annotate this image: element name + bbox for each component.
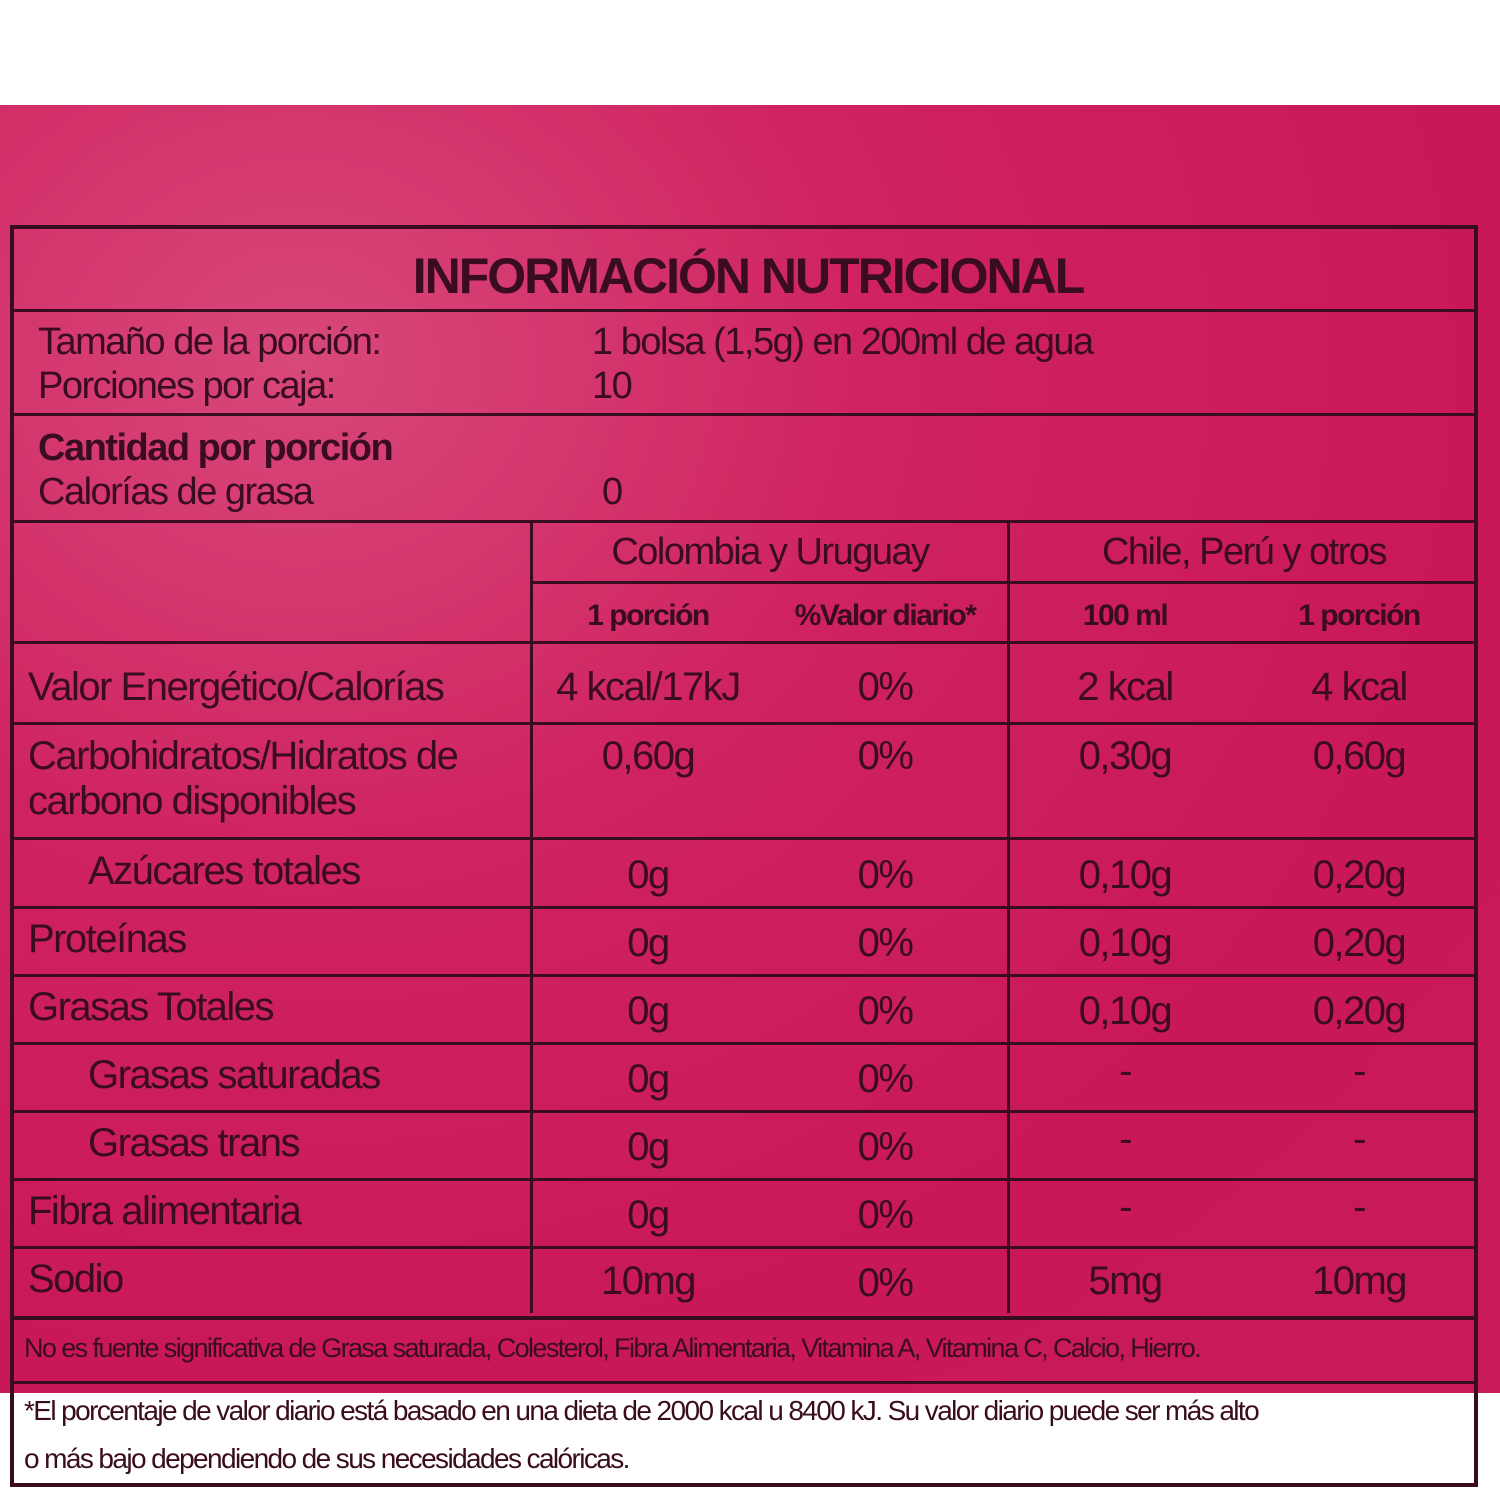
cell: 0g <box>627 989 670 1033</box>
cell: 0% <box>857 921 914 965</box>
cell: 0,60g <box>1312 734 1407 778</box>
cell: - <box>1119 1049 1132 1093</box>
cell: 10mg <box>1311 1259 1408 1303</box>
cell: 0g <box>627 921 670 965</box>
region-colombia-uruguay: Colombia y Uruguay <box>611 531 930 573</box>
region-chile-peru: Chile, Perú y otros <box>1101 531 1388 573</box>
nutrition-label-panel: INFORMACIÓN NUTRICIONAL Tamaño de la por… <box>0 105 1500 1487</box>
cell: 0,20g <box>1312 853 1407 897</box>
footnote-daily-value-line1: *El porcentaje de valor diario está basa… <box>24 1395 1260 1426</box>
cell: 0% <box>857 989 914 1033</box>
divider <box>14 974 1474 977</box>
cell: - <box>1353 1117 1366 1161</box>
cell: 10mg <box>600 1259 697 1303</box>
col-header: 100 ml <box>1082 599 1169 632</box>
cell: 0,30g <box>1078 734 1173 778</box>
nutrient-name: Grasas saturadas <box>88 1053 381 1097</box>
fat-calories-label: Calorías de grasa <box>38 471 314 513</box>
cell: 4 kcal <box>1311 665 1408 709</box>
cell: 4 kcal/17kJ <box>556 665 741 709</box>
footnote-not-significant: No es fuente significativa de Grasa satu… <box>24 1333 1202 1363</box>
nutrient-name: Proteínas <box>28 917 187 961</box>
cell: 0% <box>857 853 914 897</box>
divider <box>14 641 1474 644</box>
column-divider <box>1007 520 1010 1313</box>
cell: 0,10g <box>1078 853 1173 897</box>
cell: 0% <box>857 1193 914 1237</box>
nutrient-name: Grasas Totales <box>28 985 275 1029</box>
serving-size-value: 1 bolsa (1,5g) en 200ml de agua <box>592 321 1094 363</box>
divider <box>14 1042 1474 1045</box>
nutrient-name: Azúcares totales <box>88 849 361 893</box>
divider <box>14 906 1474 909</box>
cell: 0,10g <box>1078 989 1173 1033</box>
cell: 0g <box>627 853 670 897</box>
amount-heading: Cantidad por porción <box>38 427 394 469</box>
column-divider <box>530 520 533 1313</box>
divider <box>14 837 1474 840</box>
divider <box>14 1246 1474 1249</box>
cell: 0% <box>857 1057 914 1101</box>
cell: 0g <box>627 1057 670 1101</box>
nutrient-name: Valor Energético/Calorías <box>28 665 445 709</box>
divider <box>14 1110 1474 1113</box>
divider <box>14 1381 1474 1384</box>
nutrient-name: Grasas trans <box>88 1121 300 1165</box>
serving-size-label: Tamaño de la porción: <box>38 321 382 363</box>
col-header: 1 porción <box>1298 599 1421 632</box>
cell: 0% <box>857 734 914 778</box>
col-header: 1 porción <box>587 599 710 632</box>
cell: - <box>1353 1049 1366 1093</box>
divider <box>14 1316 1474 1320</box>
divider <box>14 520 1474 523</box>
cell: 0,60g <box>601 734 696 778</box>
fat-calories-value: 0 <box>602 471 623 513</box>
servings-per-box-label: Porciones por caja: <box>38 365 336 407</box>
cell: - <box>1353 1185 1366 1229</box>
divider <box>530 581 1474 584</box>
cell: 2 kcal <box>1077 665 1174 709</box>
cell: 0g <box>627 1125 670 1169</box>
servings-per-box-value: 10 <box>592 365 633 407</box>
cell: - <box>1119 1185 1132 1229</box>
nutrient-name: Carbohidratos/Hidratos de <box>28 734 459 778</box>
cell: 0,20g <box>1312 989 1407 1033</box>
cell: 0,10g <box>1078 921 1173 965</box>
cell: 0% <box>857 1261 914 1305</box>
divider <box>14 309 1474 312</box>
cell: 0% <box>857 1125 914 1169</box>
nutrition-table: INFORMACIÓN NUTRICIONAL Tamaño de la por… <box>10 225 1478 1487</box>
cell: 0g <box>627 1193 670 1237</box>
cell: 0,20g <box>1312 921 1407 965</box>
cell: - <box>1119 1117 1132 1161</box>
nutrient-name: Sodio <box>28 1257 124 1301</box>
divider <box>14 722 1474 725</box>
cell: 5mg <box>1088 1259 1163 1303</box>
cell: 0% <box>857 665 914 709</box>
label-title: INFORMACIÓN NUTRICIONAL <box>412 248 1086 304</box>
footnote-daily-value-line2: o más bajo dependiendo de sus necesidade… <box>24 1443 630 1474</box>
divider <box>14 1178 1474 1181</box>
nutrient-name-cont: carbono disponibles <box>28 779 357 823</box>
col-header: %Valor diario* <box>794 599 977 632</box>
divider <box>14 413 1474 416</box>
nutrient-name: Fibra alimentaria <box>28 1189 302 1233</box>
